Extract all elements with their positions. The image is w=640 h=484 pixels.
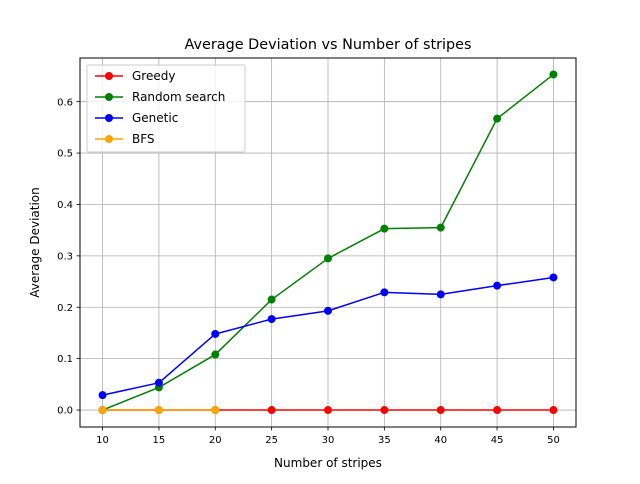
legend-label-random-search: Random search xyxy=(132,90,225,104)
x-tick-label: 45 xyxy=(491,435,504,446)
data-point-random-search xyxy=(436,223,445,232)
data-point-genetic xyxy=(154,378,163,387)
data-point-greedy xyxy=(267,406,276,415)
data-point-genetic xyxy=(549,273,558,282)
x-tick-label: 35 xyxy=(378,435,391,446)
data-point-random-search xyxy=(267,295,276,304)
x-tick-label: 10 xyxy=(96,435,109,446)
data-point-random-search xyxy=(324,254,332,263)
y-axis-label: Average Deviation xyxy=(28,187,42,298)
data-point-greedy xyxy=(493,406,502,415)
legend-marker-greedy xyxy=(105,72,113,80)
y-tick-label: 0.3 xyxy=(57,251,73,262)
data-point-genetic xyxy=(211,329,220,338)
legend-label-greedy: Greedy xyxy=(132,69,175,83)
y-tick-label: 0.0 xyxy=(57,406,73,417)
y-tick-label: 0.1 xyxy=(57,354,73,365)
data-point-random-search xyxy=(549,70,558,79)
data-point-genetic xyxy=(436,290,445,299)
legend-marker-bfs xyxy=(105,135,113,143)
legend-marker-random-search xyxy=(105,93,113,101)
tick-layer: 10 15 20 25 30 35 40 45 50 0.0 0.1 0.2 0.3 0.4 0.5 0.6 xyxy=(57,97,560,446)
data-point-greedy xyxy=(380,406,389,415)
x-axis-label: Number of stripes xyxy=(274,456,382,470)
legend-label-genetic: Genetic xyxy=(132,111,178,125)
y-tick-label: 0.6 xyxy=(57,97,73,108)
y-tick-label: 0.5 xyxy=(57,149,73,160)
x-tick-label: 20 xyxy=(209,435,222,446)
data-point-genetic xyxy=(380,288,389,297)
x-tick-label: 40 xyxy=(434,435,447,446)
legend: Greedy Random search Genetic BFS xyxy=(86,64,246,153)
x-tick-label: 50 xyxy=(547,435,560,446)
data-point-bfs xyxy=(211,406,220,415)
data-point-genetic xyxy=(493,281,502,290)
data-point-random-search xyxy=(380,224,389,233)
x-tick-label: 30 xyxy=(322,435,335,446)
series-layer xyxy=(98,70,558,415)
x-tick-label: 25 xyxy=(265,435,278,446)
data-point-genetic xyxy=(267,315,276,324)
y-tick-label: 0.4 xyxy=(57,200,73,211)
data-point-greedy xyxy=(324,406,332,415)
data-point-random-search xyxy=(211,350,220,359)
data-point-greedy xyxy=(436,406,445,415)
y-tick-label: 0.2 xyxy=(57,303,73,314)
chart-title: Average Deviation vs Number of stripes xyxy=(184,37,471,53)
data-point-genetic xyxy=(98,391,107,400)
data-point-genetic xyxy=(324,306,332,315)
x-tick-label: 15 xyxy=(153,435,166,446)
legend-label-bfs: BFS xyxy=(132,132,155,146)
data-point-bfs xyxy=(98,406,107,415)
data-point-random-search xyxy=(493,114,502,123)
data-point-bfs xyxy=(154,406,163,415)
data-point-greedy xyxy=(549,406,558,415)
legend-marker-genetic xyxy=(105,114,113,122)
legend-frame xyxy=(86,64,246,153)
